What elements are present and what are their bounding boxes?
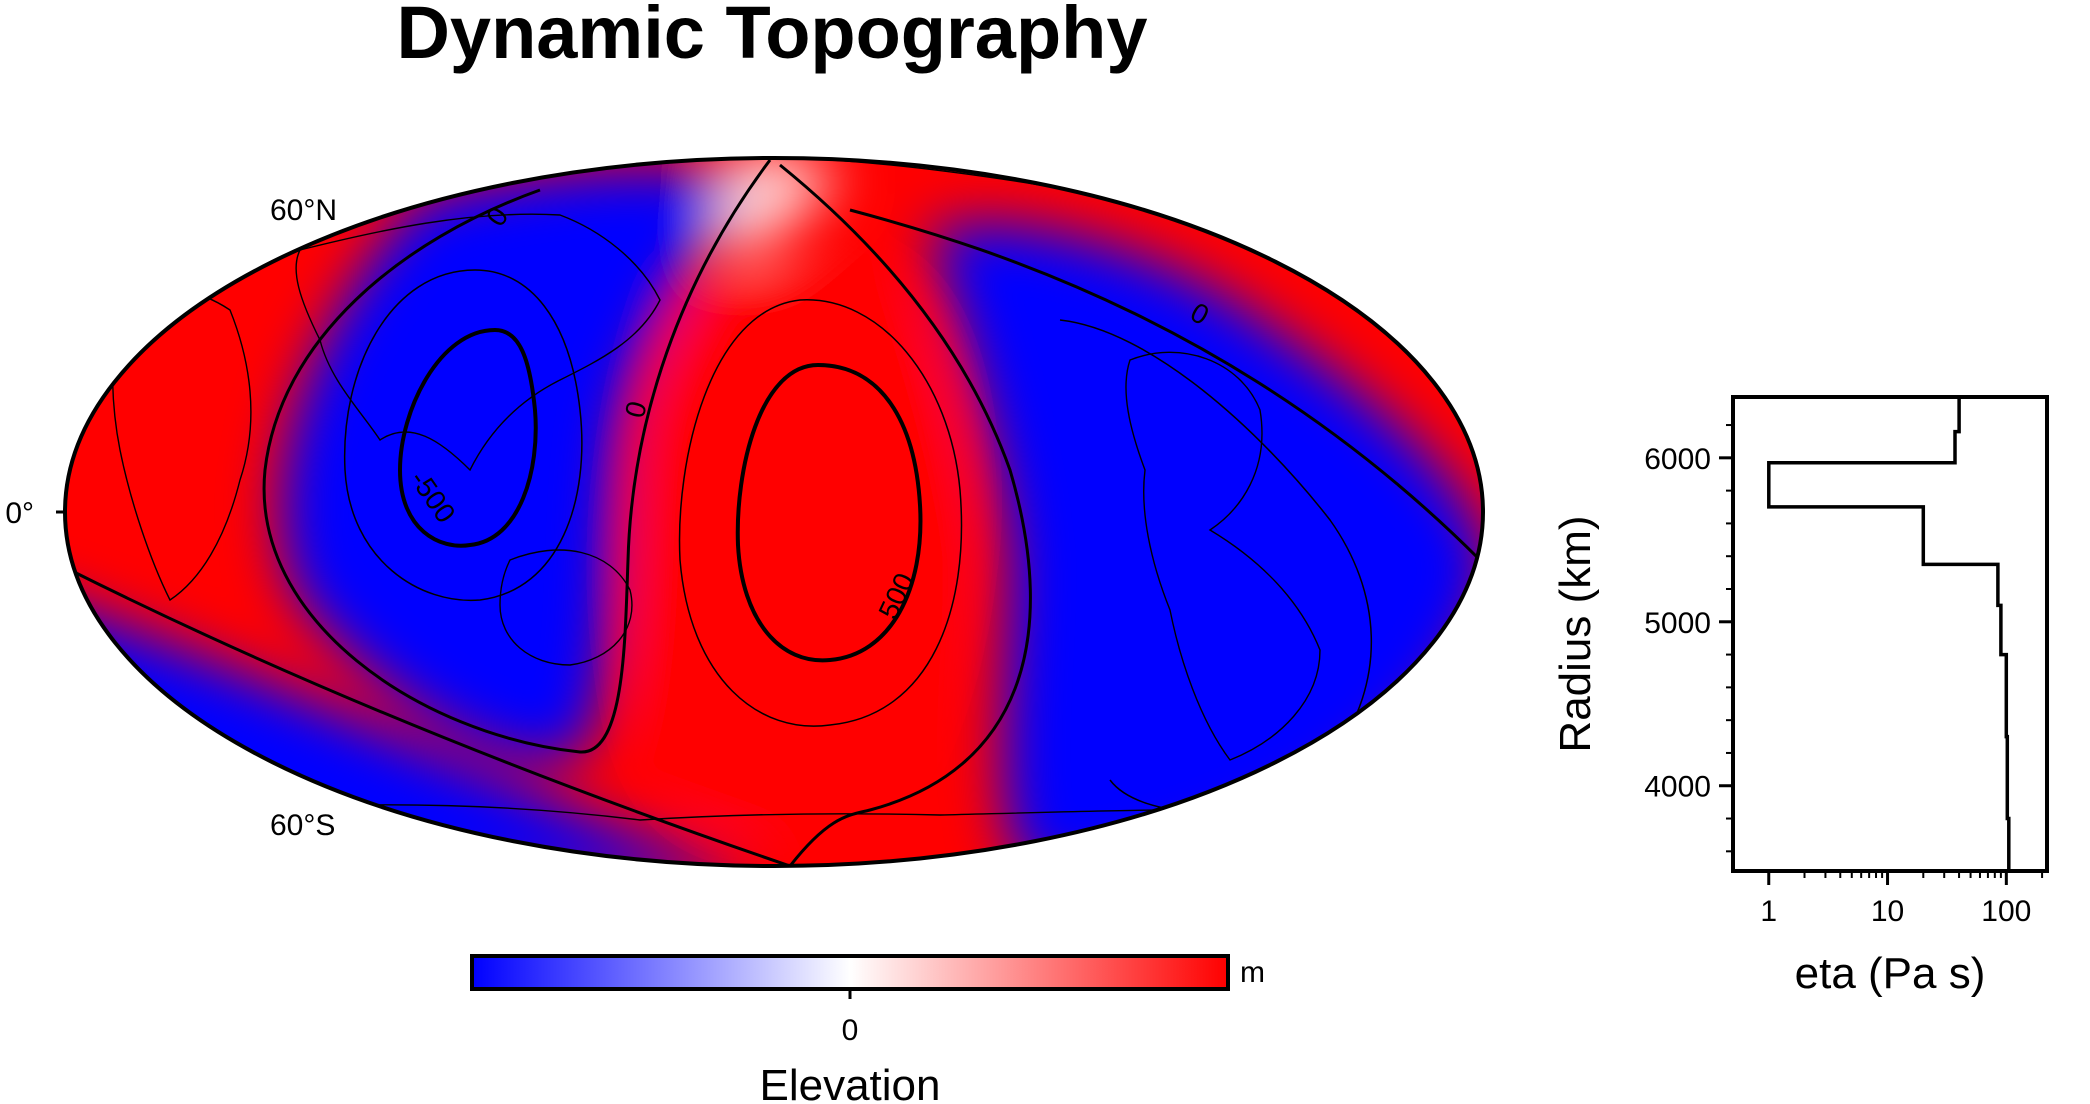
colorbar-label: Elevation — [759, 1061, 940, 1104]
profile-frame — [1731, 395, 2049, 873]
x-tick-label-10: 10 — [1871, 895, 1904, 928]
contour-zero-northeast — [849, 208, 1482, 562]
contour-label-zero-middle: 0 — [619, 398, 653, 421]
profile-ticks: 4000 5000 6000 1 10 100 — [1644, 424, 2044, 928]
contour-zero-west — [262, 159, 772, 754]
coast-asia — [295, 213, 661, 472]
coast-australia — [499, 549, 633, 666]
coast-antarctica — [239, 804, 1301, 821]
chart-title: Dynamic Topography — [396, 0, 1147, 74]
x-tick-label-100: 100 — [1981, 895, 2031, 928]
field-negative-east-lobe — [930, 223, 1483, 866]
coast-americas — [1125, 351, 1321, 761]
colorbar-bar — [470, 954, 1230, 991]
lat-label-60s: 60°S — [270, 809, 335, 842]
lat-label-60n: 60°N — [270, 194, 337, 227]
y-tick-label-4000: 4000 — [1644, 771, 1711, 804]
topography-field — [65, 158, 1483, 866]
colorbar-unit: m — [1240, 956, 1265, 989]
viscosity-profile-line — [1767, 397, 2011, 871]
profile-y-axis-label: Radius (km) — [1551, 515, 1600, 752]
contour-zero-southwest — [69, 568, 791, 866]
colorbar: 0 m Elevation — [470, 954, 1265, 1104]
colorbar-tick-label-0: 0 — [842, 1014, 859, 1047]
y-tick-label-5000: 5000 — [1644, 607, 1711, 640]
y-tick-label-6000: 6000 — [1644, 443, 1711, 476]
contour-thin-2 — [678, 299, 963, 727]
field-white-zero-band-north — [720, 158, 840, 255]
contour-pos500 — [735, 362, 923, 663]
field-positive-central-core — [653, 280, 936, 806]
coast-europe-africa — [111, 288, 252, 602]
contour-zero-east — [779, 163, 1032, 866]
contour-neg500 — [397, 327, 538, 548]
contour-thin-1 — [343, 269, 583, 602]
viscosity-profile-panel: 4000 5000 6000 1 10 100 Radius (km) eta (Pa s… — [1551, 395, 2049, 998]
field-negative-west-lobe — [280, 167, 740, 761]
lat-label-equator: 0° — [5, 497, 34, 530]
x-tick-label-1: 1 — [1760, 895, 1777, 928]
map-panel: 60°N 0° 60°S 0 0 0 500 -500 — [5, 156, 1485, 868]
profile-x-axis-label: eta (Pa s) — [1795, 949, 1986, 998]
